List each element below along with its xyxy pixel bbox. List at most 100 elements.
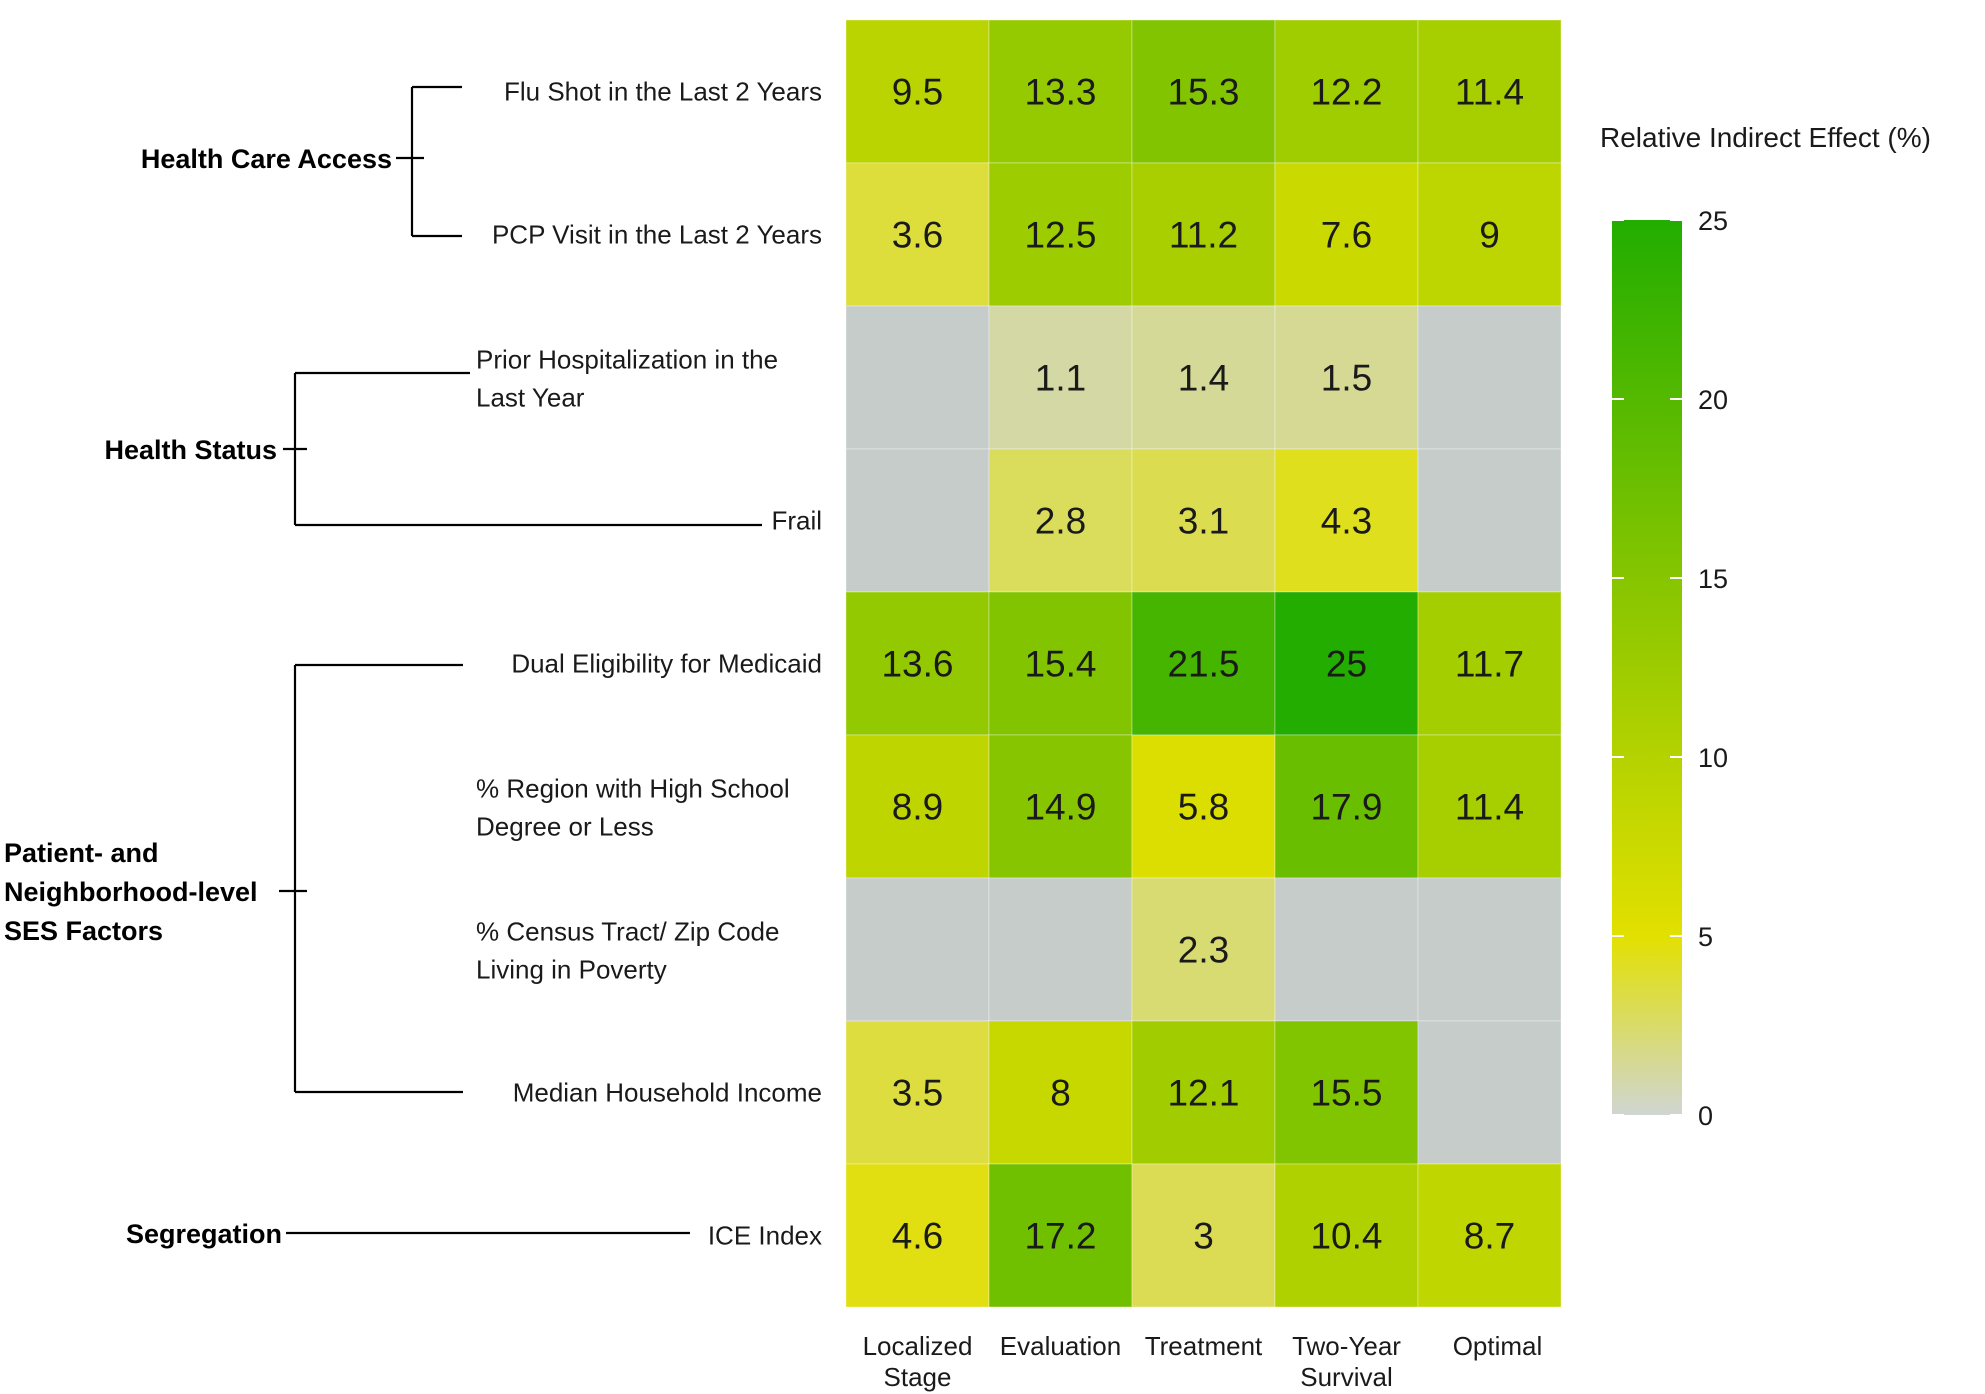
legend-tick-label: 20: [1698, 385, 1728, 415]
heatmap-cell: [1417, 1163, 1562, 1308]
cell-value-label: 10.4: [1310, 1216, 1382, 1257]
heatmap-cell: [1417, 305, 1562, 450]
group-label-ses-factors: Patient- and Neighborhood-level SES Fact…: [4, 838, 265, 946]
bracket-ses-factors: [279, 663, 463, 1094]
heatmap-cell: [1417, 877, 1562, 1022]
row-label: PCP Visit in the Last 2 Years: [492, 220, 822, 250]
column-label: Localized Stage: [863, 1331, 973, 1392]
heatmap-cell: [988, 591, 1133, 736]
heatmap-cell: [988, 305, 1133, 450]
cell-value-label: 4.3: [1321, 501, 1372, 542]
heatmap-cell: [1274, 448, 1419, 593]
column-label: Evaluation: [1000, 1331, 1121, 1361]
heatmap-cell: [845, 19, 990, 164]
cell-value-label: 25: [1326, 644, 1367, 685]
cell-value-label: 15.3: [1167, 72, 1239, 113]
group-label-health-care-access: Health Care Access: [141, 144, 392, 174]
heatmap-cell: [988, 1163, 1133, 1308]
cell-value-label: 4.6: [892, 1216, 943, 1257]
cell-value-label: 8.9: [892, 787, 943, 828]
cell-value-label: 15.5: [1310, 1073, 1382, 1114]
cell-value-label: 12.5: [1024, 215, 1096, 256]
heatmap-cell: [1131, 734, 1276, 879]
heatmap-cell: [1131, 448, 1276, 593]
cell-value-label: 3: [1193, 1216, 1214, 1257]
column-label: Optimal: [1453, 1331, 1543, 1361]
heatmap-cell: [1131, 305, 1276, 450]
cell-value-label: 1.4: [1178, 358, 1229, 399]
cell-value-label: 15.4: [1024, 644, 1096, 685]
column-labels: Localized Stage Evaluation Treatment Two-Yea…: [863, 1331, 1543, 1392]
heatmap-cell: [1417, 734, 1562, 879]
cell-value-label: 11.4: [1455, 787, 1524, 828]
bracket-health-status: [283, 371, 762, 527]
row-label: Prior Hospitalization in the Last Year: [476, 345, 778, 413]
cell-value-label: 11.4: [1455, 72, 1524, 113]
cell-value-label: 8.7: [1464, 1216, 1515, 1257]
heatmap-cell: [1274, 591, 1419, 736]
heatmap-cell: [988, 19, 1133, 164]
heatmap-cell: [845, 448, 990, 593]
legend-tick-label: 25: [1698, 206, 1728, 236]
legend-tick-label: 15: [1698, 564, 1728, 594]
heatmap-cell: [988, 448, 1133, 593]
heatmap-cell: [1274, 305, 1419, 450]
cell-value-label: 14.9: [1024, 787, 1096, 828]
cell-value-label: 7.6: [1321, 215, 1372, 256]
cell-value-label: 8: [1050, 1073, 1071, 1114]
cell-value-label: 3.5: [892, 1073, 943, 1114]
heatmap-cell: [845, 1163, 990, 1308]
group-label-health-status: Health Status: [104, 435, 277, 465]
cell-value-label: 21.5: [1167, 644, 1239, 685]
cell-value-label: 2.8: [1035, 501, 1086, 542]
heatmap-cell: [1274, 162, 1419, 307]
cell-value-label: 11.7: [1455, 644, 1524, 685]
heatmap-cell: [1417, 591, 1562, 736]
row-group-tree: [279, 85, 762, 1235]
heatmap-cell: [988, 162, 1133, 307]
heatmap-cell: [1131, 591, 1276, 736]
cell-value-label: 13.3: [1024, 72, 1096, 113]
row-label: % Region with High School Degree or Less: [476, 774, 790, 842]
row-label: Dual Eligibility for Medicaid: [511, 649, 822, 679]
legend-title: Relative Indirect Effect (%): [1600, 122, 1931, 153]
row-label: Frail: [771, 506, 822, 536]
heatmap-cell: [1274, 877, 1419, 1022]
cell-value-label: 3.1: [1178, 501, 1229, 542]
heatmap-cell: [1417, 19, 1562, 164]
heatmap-cell: [988, 877, 1133, 1022]
cell-value-label: 13.6: [881, 644, 953, 685]
heatmap-cell: [845, 734, 990, 879]
cell-value-label: 3.6: [892, 215, 943, 256]
bracket-health-care-access: [396, 85, 462, 238]
cell-value-label: 17.9: [1310, 787, 1382, 828]
cell-value-label: 1.1: [1035, 358, 1086, 399]
legend-ticks: 0 5 10 15 20 25: [1612, 206, 1728, 1131]
cell-value-label: 5.8: [1178, 787, 1229, 828]
heatmap-cell: [1131, 19, 1276, 164]
cell-value-label: 9: [1479, 215, 1500, 256]
heatmap-cell: [1274, 734, 1419, 879]
cell-value-label: 2.3: [1178, 930, 1229, 971]
cell-value-label: 11.2: [1169, 215, 1238, 256]
column-label: Two-Year Survival: [1292, 1331, 1401, 1392]
legend-colorbar: [1612, 220, 1682, 1115]
cell-value-label: 12.2: [1310, 72, 1382, 113]
heatmap-cell: [1417, 448, 1562, 593]
heatmap-cell: [845, 877, 990, 1022]
color-legend: Relative Indirect Effect (%) 0 5 10 15 20 25: [1600, 122, 1931, 1131]
group-label-segregation: Segregation: [126, 1219, 282, 1249]
group-labels: Health Care Access Health Status Patient…: [4, 144, 392, 1249]
row-label: % Census Tract/ Zip Code Living in Povert…: [476, 917, 779, 985]
heatmap-cell: [1417, 1020, 1562, 1165]
legend-tick-label: 0: [1698, 1101, 1713, 1131]
legend-tick-label: 5: [1698, 922, 1713, 952]
heatmap-cell: [1131, 1163, 1276, 1308]
heatmap-cell: [845, 591, 990, 736]
heatmap-cell: [1274, 1020, 1419, 1165]
column-label: Treatment: [1145, 1331, 1263, 1361]
heatmap-cell: [1274, 1163, 1419, 1308]
heatmap-cell: [845, 305, 990, 450]
cell-value-label: 9.5: [892, 72, 943, 113]
